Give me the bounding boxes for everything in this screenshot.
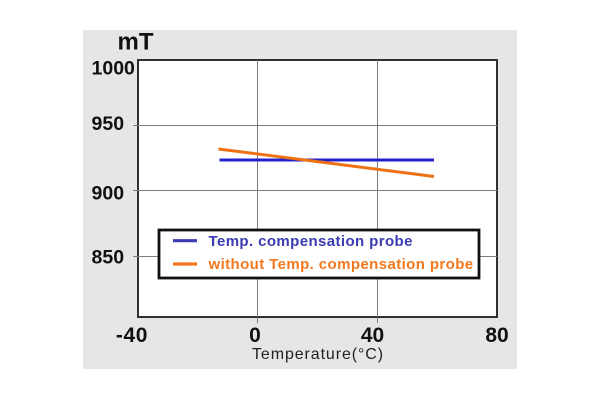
svg-text:Temp. compensation probe: Temp. compensation probe bbox=[209, 233, 413, 250]
svg-text:without Temp. compensation pro: without Temp. compensation probe bbox=[208, 256, 474, 273]
svg-text:mT: mT bbox=[118, 29, 154, 56]
svg-text:80: 80 bbox=[485, 324, 508, 347]
svg-text:1000: 1000 bbox=[92, 58, 136, 80]
svg-text:850: 850 bbox=[92, 246, 125, 268]
svg-text:Temperature(°C): Temperature(°C) bbox=[252, 346, 384, 363]
svg-text:0: 0 bbox=[249, 324, 261, 347]
svg-text:900: 900 bbox=[92, 182, 125, 204]
svg-text:-40: -40 bbox=[116, 324, 148, 347]
svg-text:40: 40 bbox=[361, 324, 384, 347]
svg-text:950: 950 bbox=[92, 113, 125, 135]
